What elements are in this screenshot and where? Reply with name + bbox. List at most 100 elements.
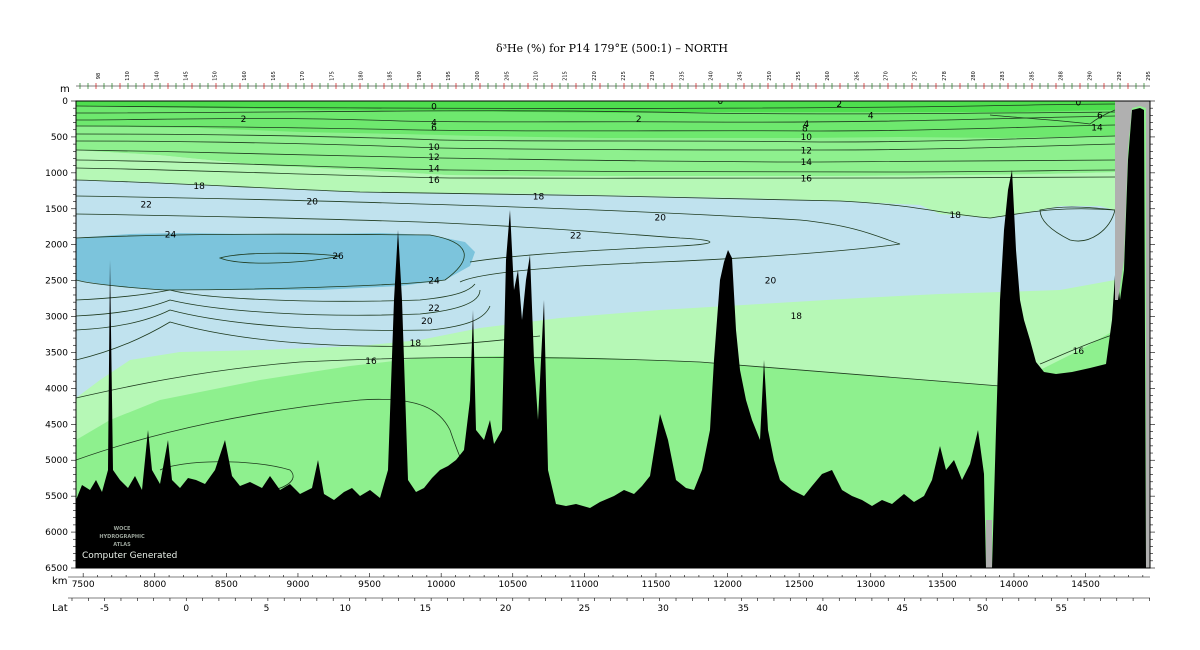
station-label: 200 [475,71,481,81]
contour-label: 2 [636,115,642,125]
contour-label: 18 [410,339,422,349]
lat-tick-label: 25 [579,604,590,614]
lat-tick-label: 15 [420,604,431,614]
x-tick-label: 14000 [1000,580,1029,590]
x-axis: km 7500 8000 8500 9000 9500 10000 10500 11000 115… [52,573,1150,590]
lat-tick-label: 30 [657,604,669,614]
station-label: 190 [417,71,423,81]
contour-label: 20 [421,317,433,327]
seafloor-gap [986,520,992,568]
contour-label: 24 [165,231,177,241]
station-label: 285 [1029,71,1035,81]
station-label: 255 [796,71,802,81]
contour-label: 2 [836,100,842,110]
contour-line [159,461,294,493]
contour-line [76,233,465,291]
station-label: 145 [184,71,190,81]
station-label: 245 [738,71,744,81]
x-tick-label: 11500 [642,580,671,590]
lat-tick-label: 55 [1055,604,1066,614]
station-label: 210 [534,71,540,81]
station-label: 260 [825,71,831,81]
station-label: 165 [271,71,277,81]
x-axis-unit: km [52,576,68,587]
watermark: WOCE HYDROGRAPHIC ATLAS Computer Generated [82,526,177,561]
y-tick-label: 6500 [45,564,68,574]
contour-line [76,133,1116,143]
contour-line [76,115,1116,123]
station-label: 278 [942,71,948,81]
contour-label: 22 [140,200,151,210]
contour-label: 12 [428,153,439,163]
station-label: 250 [767,71,773,81]
station-label: 283 [1000,71,1006,81]
lat-tick-label: 40 [816,604,828,614]
station-label: 280 [971,71,977,81]
contour-label: 26 [332,252,344,262]
contour-label: 20 [655,213,667,223]
station-label: 98 [96,73,102,79]
station-label: 230 [650,71,656,81]
contour-label: 0 [431,103,437,113]
y-tick-label: 1000 [45,169,68,179]
contour-label: 4 [868,111,874,121]
x-tick-label: 10000 [427,580,456,590]
y-tick-label: 4500 [45,420,68,430]
lat-tick-label: 0 [183,604,189,614]
station-label: 140 [154,71,160,81]
station-label: 295 [1146,71,1152,81]
contour-line [76,398,481,501]
y-tick-label: 0 [62,97,68,107]
x-tick-label: 14500 [1071,580,1100,590]
lat-tick-label: 50 [977,604,989,614]
station-label: 170 [300,71,306,81]
contour-label: 22 [570,231,581,241]
y-tick-label: 5500 [45,492,68,502]
station-label: 270 [884,71,890,81]
contour-label: 22 [428,304,439,314]
contour-line [76,195,901,283]
lat-tick-label: 10 [339,604,351,614]
watermark-line: HYDROGRAPHIC [99,534,145,540]
x-tick-label: 10500 [498,580,527,590]
y-tick-label: 2000 [45,241,68,251]
lat-axis: Lat -5 0 5 10 15 20 25 30 35 40 45 50 55 [52,597,1150,614]
contour-line [218,252,341,264]
contour-line [1039,206,1116,242]
chart-title: δ³He (%) for P14 179°E (500:1) – NORTH [496,42,728,55]
contour-label: 18 [533,193,545,203]
contour-label: 16 [1073,347,1085,357]
contour-line [76,305,491,331]
station-label: 220 [592,71,598,81]
contour-label: 14 [1091,124,1103,134]
station-axis: 98 130 140 145 150 160 165 170 175 180 185 190 195 20… [76,71,1152,89]
station-label: 205 [504,71,510,81]
contour-line [76,289,481,317]
band-8-14 [76,126,1115,176]
watermark-line: ATLAS [113,542,131,548]
contour-line [1039,333,1116,365]
contour-label: 16 [428,176,440,186]
contour-label: 18 [791,312,803,322]
lat-tick-label: 20 [500,604,512,614]
shelf-land [1115,101,1150,568]
station-label: 150 [213,71,219,81]
contour-line [76,321,541,361]
lat-tick-label: 45 [897,604,908,614]
contour-line [76,140,1116,151]
y-tick-label: 4000 [45,384,68,394]
station-label: 292 [1117,71,1123,81]
x-tick-label: 7500 [72,580,95,590]
contour-label: 0 [718,97,724,107]
x-tick-label: 9000 [287,580,310,590]
plot-frame [75,100,1151,569]
station-label: 240 [709,71,715,81]
station-label: 265 [854,71,860,81]
contour-label: 6 [1097,111,1103,121]
credit-text: Computer Generated [82,551,177,561]
contour-label: 24 [428,277,440,287]
contour-label: 6 [431,124,437,134]
contour-label: 4 [803,120,809,130]
contour-line [76,283,476,302]
